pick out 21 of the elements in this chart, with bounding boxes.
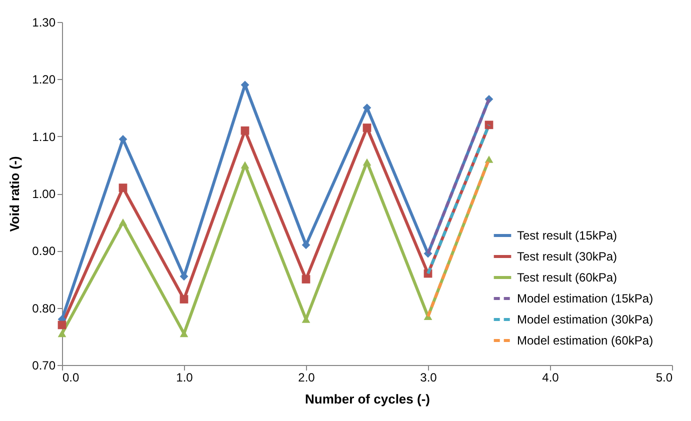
legend-label: Test result (60kPa)	[517, 270, 618, 284]
x-tick-label: 4.0	[542, 370, 560, 384]
y-tick-label: 1.30	[32, 16, 56, 30]
y-tick-label: 0.80	[32, 301, 56, 316]
y-tick-label: 1.00	[32, 187, 56, 201]
y-tick-label: 1.10	[32, 130, 56, 144]
x-tick-label: 2.0	[298, 370, 316, 384]
y-tick-label: 1.20	[32, 72, 56, 87]
x-tick-label: 1.0	[176, 370, 194, 384]
legend-label: Model estimation (60kPa)	[517, 334, 654, 348]
x-tick-label: 0.0	[62, 370, 80, 384]
y-tick-label: 0.90	[32, 244, 56, 258]
x-tick-label: 5.0	[656, 370, 673, 384]
y-tick-label: 0.70	[32, 358, 56, 372]
legend-label: Model estimation (15kPa)	[517, 292, 654, 306]
legend-label: Model estimation (30kPa)	[517, 312, 654, 326]
legend-label: Test result (15kPa)	[517, 228, 618, 242]
x-axis-title: Number of cycles (-)	[305, 392, 430, 406]
legend-label: Test result (30kPa)	[517, 250, 618, 264]
x-tick-label: 3.0	[420, 370, 438, 384]
y-axis-title: Void ratio (-)	[7, 156, 22, 232]
